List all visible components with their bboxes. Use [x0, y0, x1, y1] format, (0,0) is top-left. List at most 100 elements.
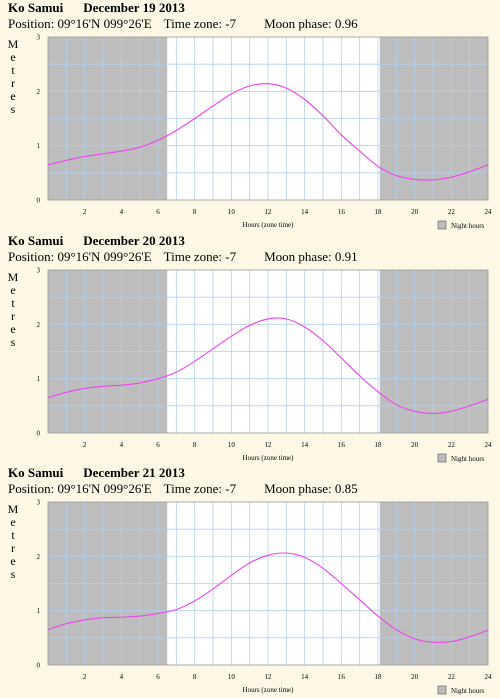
y-tick-label: 1 — [37, 375, 41, 383]
tide-panel-day-3: Ko Samui December 21 2013 Position: 09°16… — [0, 465, 500, 697]
x-tick-label: 16 — [338, 441, 346, 449]
x-tick-label: 24 — [485, 208, 493, 216]
location-label: Ko Samui — [8, 233, 64, 248]
y-axis-label-letter: r — [11, 76, 15, 90]
position-label: Position: 09°16'N 099°26'E — [8, 16, 152, 31]
x-tick-label: 8 — [193, 208, 197, 216]
x-tick-label: 22 — [448, 208, 456, 216]
y-axis-label-letter: r — [11, 309, 15, 323]
y-axis-label-letter: r — [11, 541, 15, 555]
x-axis-label: Hours (zone time) — [243, 454, 295, 462]
x-tick-label: 6 — [156, 208, 160, 216]
y-axis-label-letter: t — [11, 63, 15, 77]
y-axis-label-letter: e — [10, 515, 16, 529]
panel-info: Position: 09°16'N 099°26'E Time zone: -7 M… — [8, 249, 358, 265]
tide-height-line — [47, 552, 489, 643]
x-tick-label: 18 — [375, 441, 383, 449]
panel-title: Ko Samui December 20 2013 — [8, 233, 185, 249]
legend-label: Night hours — [451, 222, 485, 230]
y-tick-label: 3 — [37, 499, 41, 507]
x-tick-label: 4 — [120, 441, 124, 449]
y-axis-label-letter: e — [10, 322, 16, 336]
plot-frame — [47, 501, 489, 666]
legend-label: Night hours — [451, 455, 485, 463]
y-tick-label: 2 — [37, 321, 41, 329]
y-tick-label: 1 — [37, 142, 41, 150]
y-axis-label-letter: e — [10, 50, 16, 64]
timezone-label: Time zone: -7 — [163, 249, 237, 264]
x-tick-label: 8 — [193, 673, 197, 681]
panel-info: Position: 09°16'N 099°26'E Time zone: -7 M… — [8, 16, 358, 32]
x-tick-label: 10 — [228, 673, 236, 681]
location-label: Ko Samui — [8, 0, 64, 15]
plot-frame — [47, 269, 489, 434]
y-tick-label: 0 — [37, 662, 41, 670]
y-axis-label-letter: s — [10, 567, 16, 581]
plot-frame — [47, 36, 489, 201]
y-axis-label-letter: s — [10, 102, 16, 116]
y-tick-label: 0 — [37, 197, 41, 205]
x-tick-label: 20 — [411, 208, 419, 216]
x-tick-label: 2 — [83, 441, 87, 449]
x-tick-label: 20 — [411, 441, 419, 449]
x-tick-label: 6 — [156, 441, 160, 449]
tide-panel-day-1: Ko Samui December 19 2013 Position: 09°16… — [0, 0, 500, 232]
timezone-label: Time zone: -7 — [163, 16, 237, 31]
x-tick-label: 12 — [265, 673, 273, 681]
location-label: Ko Samui — [8, 465, 64, 480]
x-tick-label: 10 — [228, 208, 236, 216]
x-tick-label: 24 — [485, 441, 493, 449]
y-tick-label: 1 — [37, 607, 41, 615]
tide-panel-day-2: Ko Samui December 20 2013 Position: 09°16… — [0, 233, 500, 465]
x-tick-label: 2 — [83, 673, 87, 681]
y-axis-label-letter: M — [7, 502, 19, 516]
x-tick-label: 16 — [338, 673, 346, 681]
x-tick-label: 8 — [193, 441, 197, 449]
y-axis-label-letter: M — [7, 37, 19, 51]
moon-phase-label: Moon phase: 0.91 — [264, 249, 358, 264]
legend-label: Night hours — [451, 687, 485, 695]
legend-swatch — [437, 453, 447, 463]
legend-swatch — [437, 685, 447, 695]
y-axis-label-letter: e — [10, 554, 16, 568]
x-tick-label: 14 — [301, 208, 309, 216]
y-tick-label: 0 — [37, 430, 41, 438]
position-label: Position: 09°16'N 099°26'E — [8, 249, 152, 264]
panel-info: Position: 09°16'N 099°26'E Time zone: -7 M… — [8, 481, 358, 497]
x-tick-label: 16 — [338, 208, 346, 216]
x-tick-label: 4 — [120, 673, 124, 681]
tide-height-line — [47, 317, 489, 414]
x-tick-label: 22 — [448, 673, 456, 681]
x-axis-label: Hours (zone time) — [243, 221, 295, 229]
y-tick-label: 2 — [37, 88, 41, 96]
y-axis-label-letter: e — [10, 89, 16, 103]
date-label: December 19 2013 — [83, 0, 185, 15]
x-tick-label: 2 — [83, 208, 87, 216]
y-axis-label-letter: s — [10, 335, 16, 349]
moon-phase-label: Moon phase: 0.96 — [264, 16, 358, 31]
legend-swatch — [437, 220, 447, 230]
y-tick-label: 3 — [37, 267, 41, 275]
x-tick-label: 14 — [301, 441, 309, 449]
y-tick-label: 3 — [37, 34, 41, 42]
y-axis-label-letter: M — [7, 270, 19, 284]
x-tick-label: 12 — [265, 208, 273, 216]
y-axis-label-letter: t — [11, 528, 15, 542]
y-tick-label: 2 — [37, 553, 41, 561]
moon-phase-label: Moon phase: 0.85 — [264, 481, 358, 496]
x-axis-label: Hours (zone time) — [243, 686, 295, 694]
date-label: December 20 2013 — [83, 233, 185, 248]
x-tick-label: 6 — [156, 673, 160, 681]
panel-title: Ko Samui December 19 2013 — [8, 0, 185, 16]
x-tick-label: 4 — [120, 208, 124, 216]
x-tick-label: 24 — [485, 673, 493, 681]
x-tick-label: 14 — [301, 673, 309, 681]
x-tick-label: 12 — [265, 441, 273, 449]
position-label: Position: 09°16'N 099°26'E — [8, 481, 152, 496]
